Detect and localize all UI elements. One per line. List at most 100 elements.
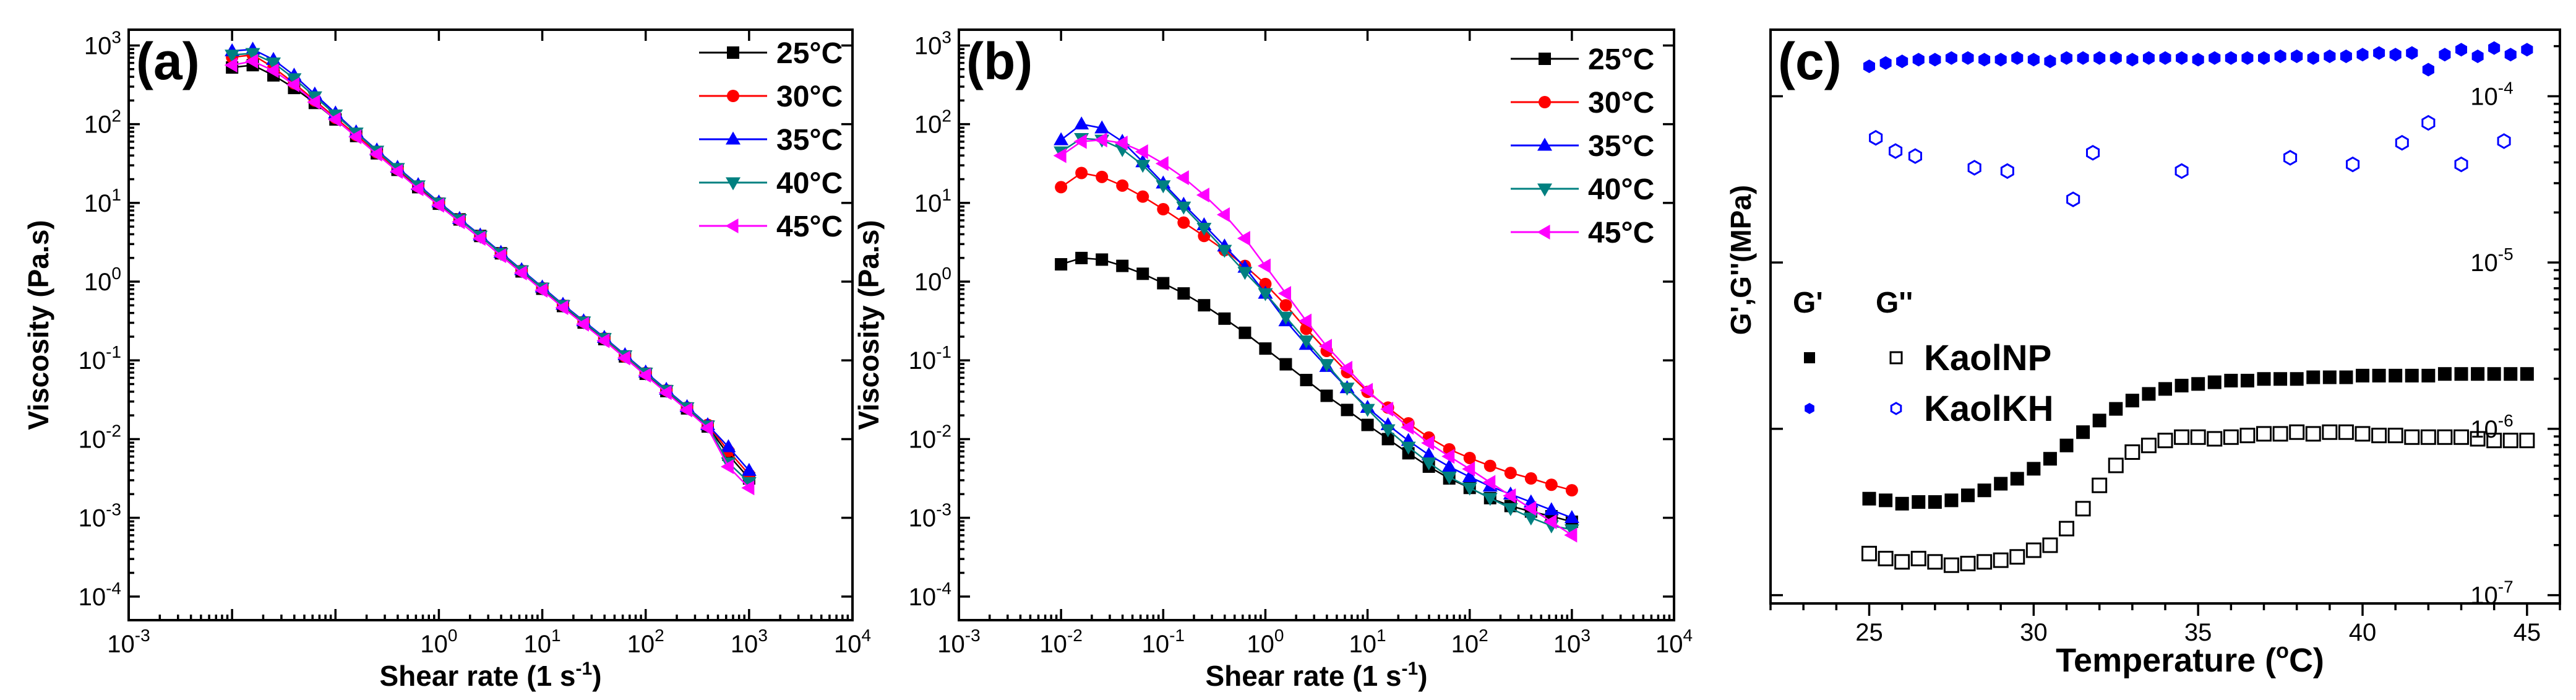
data-point <box>1196 188 1209 203</box>
x-tick-label: 100 <box>420 626 457 658</box>
x-tick-label: 25 <box>1855 619 1883 646</box>
data-point <box>1545 478 1558 491</box>
data-point <box>2240 373 2254 387</box>
series-line <box>231 64 750 479</box>
data-point <box>1421 447 1436 460</box>
data-point <box>1912 495 1926 509</box>
data-point <box>741 462 757 476</box>
legend-label: 30°C <box>1588 87 1654 119</box>
data-point <box>721 439 736 452</box>
legend-item: 30°C <box>699 80 843 113</box>
data-point <box>1177 287 1190 300</box>
legend-item: KaolKH <box>1805 389 2053 429</box>
legend-label: KaolKH <box>1924 389 2053 429</box>
data-point <box>348 129 362 144</box>
data-point <box>1879 493 1893 508</box>
data-point <box>1482 493 1498 506</box>
legend-col-header: G' <box>1793 287 1823 319</box>
data-point <box>2306 370 2321 384</box>
y-tick-label: 10-2 <box>79 421 121 453</box>
legend-item: 45°C <box>699 210 843 243</box>
data-point <box>1279 358 1292 371</box>
data-point <box>1543 502 1559 516</box>
x-axis-title: Shear rate (1 s-1) <box>379 659 601 692</box>
data-point <box>1894 554 1910 570</box>
y-tick-label: 10-1 <box>909 342 951 374</box>
series-35°C <box>225 41 757 476</box>
legend-item: 40°C <box>699 167 843 200</box>
series-30°C <box>1055 166 1578 497</box>
y-tick-label: 101 <box>914 185 951 217</box>
series-45°C <box>1053 132 1578 543</box>
x-tick-label: 100 <box>1247 626 1284 658</box>
x-tick-label: 10-3 <box>937 626 980 658</box>
y-axis-title: Viscosity (Pa.s) <box>852 220 885 430</box>
data-point <box>2339 370 2353 384</box>
data-point <box>1994 53 2007 67</box>
data-point <box>2497 133 2511 149</box>
legend-item: 45°C <box>1511 217 1654 249</box>
data-point <box>1136 267 1149 280</box>
data-point <box>307 95 320 110</box>
legend-marker <box>1537 137 1552 151</box>
data-point <box>2389 48 2402 62</box>
x-tick-label: 101 <box>1349 626 1386 658</box>
data-point <box>2404 429 2420 445</box>
legend-item: 25°C <box>699 37 843 70</box>
data-point <box>1135 160 1151 173</box>
data-point <box>658 385 672 400</box>
data-point <box>1896 54 1908 69</box>
data-point <box>2042 537 2058 553</box>
data-point <box>2092 477 2108 493</box>
legend-label: 40°C <box>776 167 843 200</box>
legend-item: 35°C <box>1511 130 1654 163</box>
data-point <box>2140 438 2157 454</box>
legend-label: 35°C <box>776 124 843 157</box>
data-point <box>2371 428 2387 444</box>
data-point <box>1962 51 1974 65</box>
data-point <box>1994 477 2008 491</box>
data-point <box>1257 258 1271 274</box>
series-line <box>232 48 750 472</box>
data-point <box>224 58 238 73</box>
data-point <box>1895 496 1909 511</box>
legend-label: KaolNP <box>1924 338 2051 378</box>
data-point <box>1157 203 1170 216</box>
data-point <box>1977 554 1993 570</box>
data-point <box>1361 418 1374 431</box>
plot-frame-a <box>127 28 854 621</box>
data-point <box>245 53 259 69</box>
data-point <box>1381 433 1394 446</box>
data-point <box>2305 426 2321 442</box>
x-axis-title: Temperature (oC) <box>2056 639 2324 679</box>
data-point <box>575 316 589 332</box>
data-point <box>1504 467 1517 480</box>
y-tick-label: 10-7 <box>2470 577 2513 610</box>
series-25°C <box>226 59 755 485</box>
data-point <box>2455 43 2467 57</box>
panel-label: (c) <box>1778 32 1842 90</box>
legend-marker <box>1539 53 1551 65</box>
y-tick-label: 10-4 <box>2470 78 2513 110</box>
data-point <box>1462 461 1475 477</box>
data-point <box>2340 50 2352 63</box>
data-point <box>1258 288 1273 301</box>
data-point <box>2291 50 2303 63</box>
data-point <box>2471 50 2484 63</box>
series-line <box>232 52 750 483</box>
data-point <box>2025 542 2041 558</box>
series-line <box>231 54 750 475</box>
data-point <box>2124 444 2140 460</box>
data-point <box>1218 312 1231 325</box>
data-point <box>1908 148 1922 164</box>
data-point <box>1929 53 1941 67</box>
data-point <box>410 181 424 196</box>
data-point <box>1441 449 1455 464</box>
series-30°C <box>226 48 755 481</box>
data-point <box>265 63 279 79</box>
data-point <box>493 248 507 264</box>
data-point <box>1524 472 1537 485</box>
series-KaolNP G'' <box>1861 424 2535 573</box>
data-point <box>2405 368 2419 382</box>
legend-label: 35°C <box>1588 130 1654 163</box>
